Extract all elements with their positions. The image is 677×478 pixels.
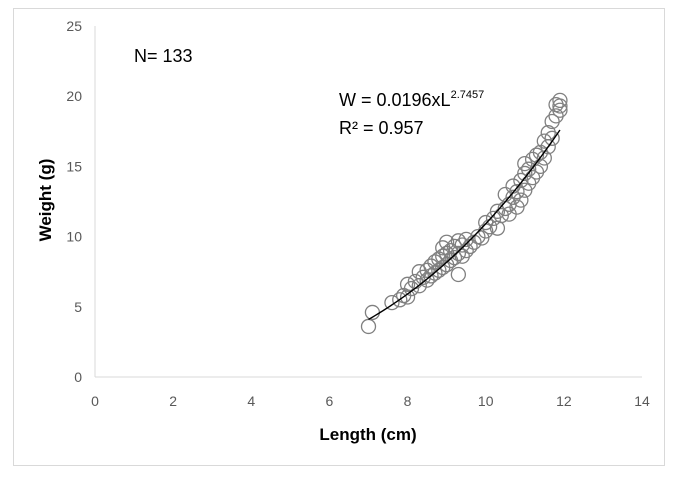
y-tick-label: 0: [74, 369, 82, 385]
x-tick-label: 10: [478, 393, 494, 409]
x-tick-label: 4: [247, 393, 255, 409]
data-point: [493, 207, 509, 224]
data-point: [431, 262, 447, 278]
x-tick-label: 6: [326, 393, 334, 409]
data-point: [474, 230, 490, 246]
y-tick-label: 15: [66, 158, 82, 174]
equation-main: W = 0.0196xL: [339, 90, 451, 110]
data-point: [399, 276, 416, 292]
x-axis-title: Length (cm): [319, 425, 416, 444]
x-tick-label: 14: [634, 393, 650, 409]
x-tick-labels: 0 2 4 6 8 10 12 14: [91, 393, 650, 409]
data-point: [509, 184, 525, 200]
r-squared-label: R² = 0.957: [339, 118, 424, 138]
y-tick-label: 20: [66, 88, 82, 104]
data-point: [438, 234, 455, 250]
equation-label: W = 0.0196xL2.7457: [339, 89, 484, 110]
data-point: [384, 294, 400, 311]
data-point: [552, 92, 568, 109]
data-points: [360, 92, 568, 335]
y-tick-label: 5: [74, 299, 82, 315]
data-point: [360, 318, 377, 335]
data-point: [427, 265, 443, 281]
x-tick-label: 12: [556, 393, 572, 409]
data-point: [458, 231, 474, 248]
data-point: [513, 192, 529, 208]
x-tick-label: 0: [91, 393, 99, 409]
axes: [94, 26, 642, 378]
data-point: [552, 98, 568, 114]
data-point: [446, 250, 463, 266]
data-point: [431, 251, 447, 267]
data-point: [513, 172, 529, 189]
data-point: [415, 269, 431, 285]
sample-size-label: N= 133: [134, 46, 193, 66]
data-point: [517, 182, 533, 198]
y-axis-title: Weight (g): [36, 159, 55, 242]
y-tick-labels: 0 5 10 15 20 25: [66, 18, 82, 385]
data-point: [427, 254, 443, 270]
data-point: [403, 280, 420, 297]
trendline: [368, 129, 561, 321]
data-point: [489, 203, 506, 219]
data-point: [435, 248, 451, 264]
data-point: [544, 130, 560, 146]
data-point: [423, 268, 439, 284]
x-tick-label: 2: [169, 393, 177, 409]
data-point: [399, 289, 416, 305]
data-point: [450, 245, 467, 262]
equation-exponent: 2.7457: [451, 89, 485, 101]
y-tick-label: 25: [66, 18, 82, 34]
data-point: [552, 102, 568, 118]
data-point: [509, 199, 525, 215]
data-point: [450, 266, 467, 283]
chart-frame: [13, 8, 665, 466]
data-point: [485, 210, 502, 226]
x-tick-label: 8: [404, 393, 412, 409]
data-point: [517, 165, 533, 182]
data-point: [392, 292, 408, 308]
data-point: [521, 161, 537, 177]
y-tick-label: 10: [66, 229, 82, 245]
